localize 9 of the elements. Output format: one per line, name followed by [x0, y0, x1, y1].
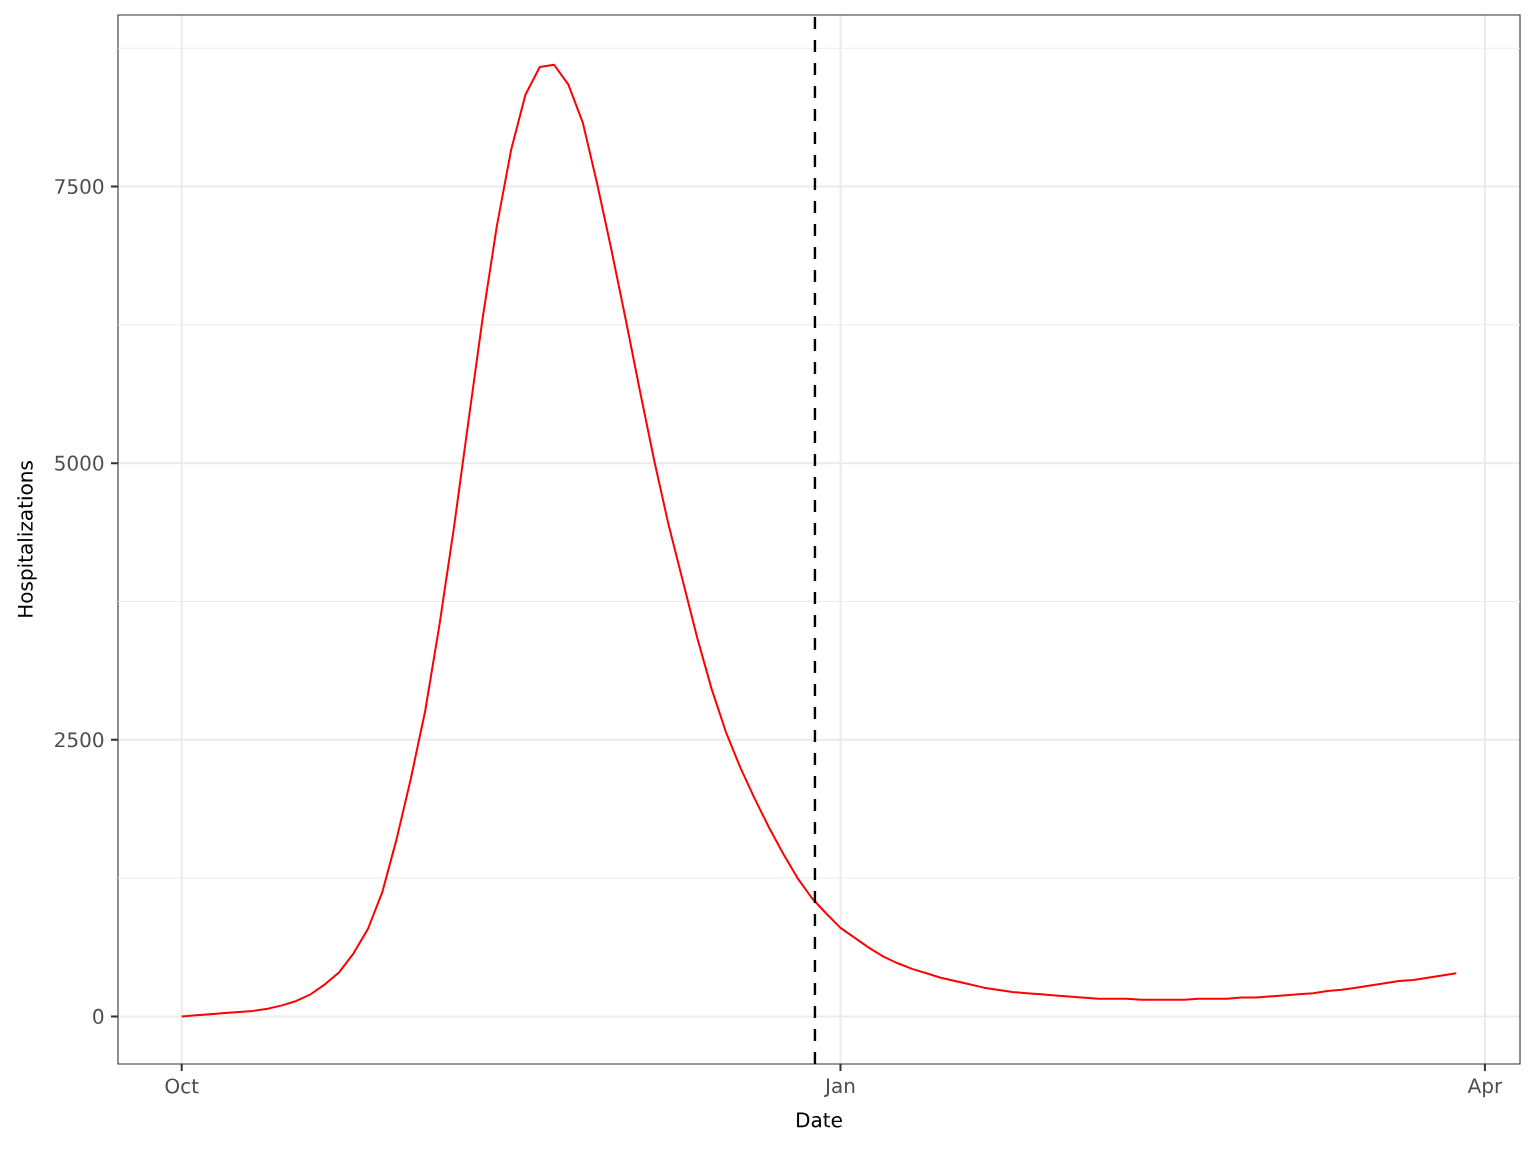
x-tick-label: Apr [1467, 1078, 1503, 1098]
y-tick-label: 0 [93, 1008, 104, 1024]
y-tick-label: 5000 [55, 455, 104, 471]
x-tick-label: Jan [824, 1078, 855, 1097]
x-axis-title: Date [797, 1112, 842, 1128]
y-tick-label: 2500 [55, 732, 104, 748]
x-tick-label: Oct [165, 1078, 199, 1094]
y-tick-label: 7500 [55, 178, 104, 195]
y-axis-title: Hospitalizations [17, 461, 37, 617]
